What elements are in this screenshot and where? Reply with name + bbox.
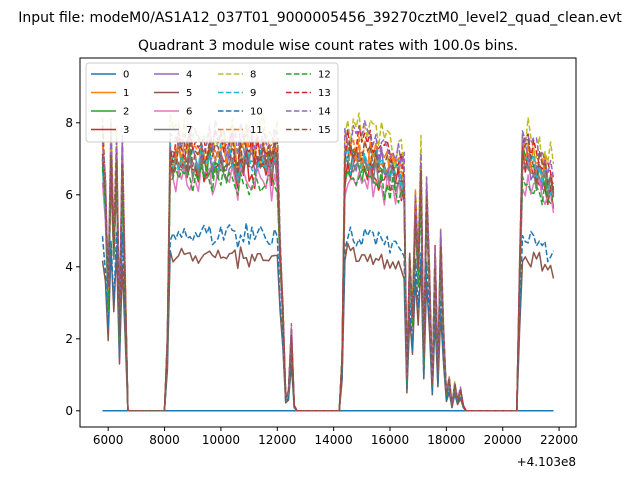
y-tick-label: 0 <box>65 404 73 418</box>
y-tick-label: 4 <box>65 260 73 274</box>
legend-label-14: 14 <box>318 107 331 118</box>
series-line-10 <box>101 222 555 412</box>
legend-label-2: 2 <box>123 107 129 118</box>
legend-label-15: 15 <box>318 125 331 136</box>
legend-label-12: 12 <box>318 70 331 81</box>
y-tick-label: 6 <box>65 188 73 202</box>
x-tick-label: 6000 <box>93 433 124 447</box>
series-lines <box>101 112 555 412</box>
legend-box <box>85 62 339 143</box>
x-tick-label: 8000 <box>149 433 180 447</box>
x-tick-label: 14000 <box>315 433 353 447</box>
legend-label-5: 5 <box>186 88 192 99</box>
legend-label-11: 11 <box>250 125 263 136</box>
y-tick-label: 2 <box>65 332 73 346</box>
chart-title: Quadrant 3 module wise count rates with … <box>138 38 518 54</box>
figure-suptitle: Input file: modeM0/AS1A12_037T01_9000005… <box>18 10 622 26</box>
legend-label-4: 4 <box>186 70 192 81</box>
x-tick-label: 12000 <box>258 433 296 447</box>
legend-label-3: 3 <box>123 125 129 136</box>
axes-frame <box>79 57 577 428</box>
legend-label-13: 13 <box>318 88 331 99</box>
legend-label-10: 10 <box>250 107 263 118</box>
x-tick-label: 18000 <box>427 433 465 447</box>
y-tick-label: 8 <box>65 116 73 130</box>
x-tick-label: 20000 <box>484 433 522 447</box>
legend-label-0: 0 <box>123 70 129 81</box>
legend-label-9: 9 <box>250 88 256 99</box>
series-line-12 <box>101 161 555 412</box>
legend-label-6: 6 <box>186 107 192 118</box>
legend-label-8: 8 <box>250 70 256 81</box>
series-line-15 <box>101 135 555 412</box>
y-axis-ticks: 0 2 4 6 8 <box>65 116 80 418</box>
x-offset-label: +4.103e8 <box>517 455 576 469</box>
x-tick-label: 16000 <box>371 433 409 447</box>
legend-label-1: 1 <box>123 88 129 99</box>
legend-label-7: 7 <box>186 125 192 136</box>
x-tick-label: 22000 <box>540 433 578 447</box>
x-tick-label: 10000 <box>202 433 240 447</box>
x-axis-ticks: 6000 8000 10000 12000 14000 16000 18000 20000 22… <box>93 427 578 447</box>
